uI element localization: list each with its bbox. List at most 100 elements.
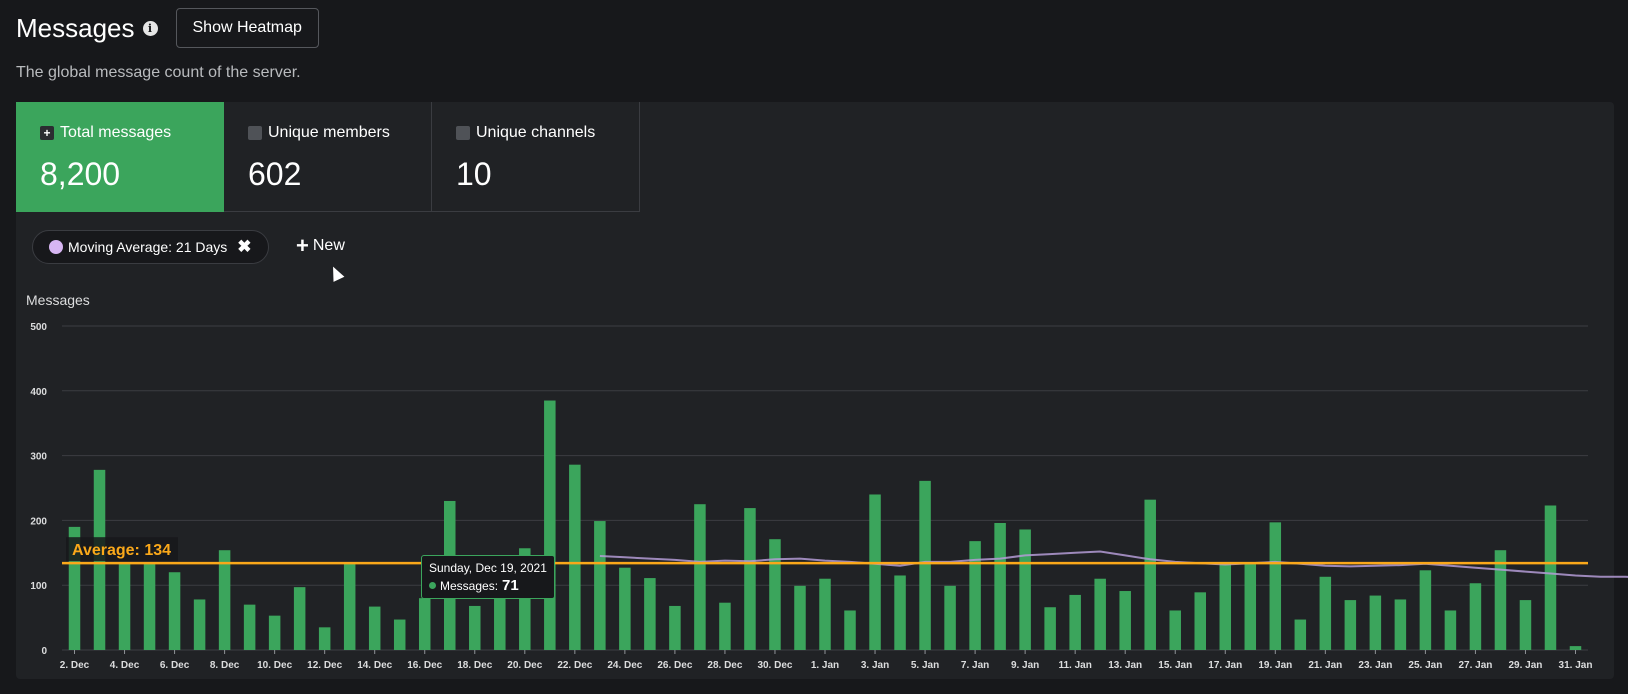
chart-bar: [118, 562, 131, 650]
x-tick-label: 22. Dec: [557, 660, 592, 671]
chart-bar: [469, 605, 481, 650]
chart-bar: [719, 602, 731, 650]
chart-bar: [1044, 607, 1056, 650]
card-unique-members[interactable]: Unique members 602: [224, 102, 432, 212]
chart-bar: [268, 615, 281, 650]
chart-bar: [1169, 610, 1181, 650]
tooltip-date: Sunday, Dec 19, 2021: [429, 561, 547, 575]
chart-bar: [594, 521, 606, 650]
chart-bar: [1444, 610, 1457, 650]
chart-bar: [293, 587, 306, 650]
chart-bar: [1394, 599, 1407, 650]
y-tick-label: 400: [30, 387, 47, 398]
chart-bar: [1319, 576, 1332, 650]
x-tick-label: 1. Jan: [811, 660, 839, 671]
chart-bar: [844, 610, 856, 650]
tooltip-series: Messages:: [440, 578, 499, 593]
card-value: 10: [456, 156, 492, 192]
close-icon[interactable]: ✖: [237, 237, 252, 256]
new-label: New: [312, 237, 345, 254]
show-heatmap-button[interactable]: Show Heatmap: [175, 8, 319, 48]
card-label: Unique members: [268, 124, 390, 141]
y-axis-title: Messages: [26, 292, 90, 308]
y-tick-label: 300: [30, 452, 47, 463]
chart-bar: [994, 522, 1006, 650]
filter-label: Moving Average: 21 Days: [68, 239, 228, 255]
chart-bar: [1269, 522, 1282, 650]
x-tick-label: 2. Dec: [60, 660, 90, 671]
checkbox-icon[interactable]: +: [40, 126, 54, 140]
tooltip-value: 71: [502, 577, 519, 594]
chart-bar: [644, 578, 656, 650]
x-tick-label: 15. Jan: [1158, 660, 1192, 671]
x-tick-label: 3. Jan: [861, 660, 889, 671]
x-tick-label: 10. Dec: [257, 660, 292, 671]
chart-bar: [944, 585, 956, 650]
x-tick-label: 5. Jan: [911, 660, 939, 671]
x-tick-label: 16. Dec: [407, 660, 442, 671]
x-tick-label: 28. Dec: [707, 660, 742, 671]
chart-bar: [1494, 550, 1507, 650]
x-tick-label: 31. Jan: [1559, 660, 1593, 671]
x-tick-label: 17. Jan: [1208, 660, 1242, 671]
card-unique-channels[interactable]: Unique channels 10: [432, 102, 640, 212]
chart-bar: [1019, 529, 1031, 650]
chart-bar: [1419, 570, 1432, 650]
chart-bar: [1569, 646, 1582, 650]
page-subtitle: The global message count of the server.: [16, 64, 301, 81]
card-value: 602: [248, 156, 302, 192]
chart-bar: [168, 572, 181, 650]
chart-bar: [1069, 594, 1081, 650]
chart-bar: [544, 400, 556, 650]
chart-bar: [318, 627, 331, 650]
card-total-messages[interactable]: + Total messages 8,200: [16, 102, 224, 212]
x-tick-label: 25. Jan: [1408, 660, 1442, 671]
x-tick-label: 26. Dec: [657, 660, 692, 671]
tooltip-series-dot: [429, 582, 436, 589]
card-value: 8,200: [40, 156, 121, 192]
chart-bar: [393, 619, 406, 650]
chart-bar: [1544, 505, 1557, 650]
x-tick-label: 29. Jan: [1508, 660, 1542, 671]
chart-bar: [1244, 563, 1257, 650]
chart-bar: [744, 508, 756, 650]
chart-bar: [694, 504, 706, 650]
chart-bar: [1094, 578, 1106, 650]
info-icon[interactable]: i: [142, 20, 158, 36]
chart-bar: [869, 494, 881, 650]
chart-tooltip: Sunday, Dec 19, 2021 Messages: 71: [421, 555, 555, 599]
chart-bar: [218, 550, 231, 650]
plus-icon: +: [296, 233, 309, 258]
x-tick-label: 12. Dec: [307, 660, 342, 671]
page-header: Messages i Show Heatmap: [16, 8, 319, 48]
chart-bar: [368, 606, 381, 650]
chart-bar: [519, 548, 531, 650]
chart-bar: [794, 585, 806, 650]
chart-bar: [769, 539, 781, 650]
chart-bar: [418, 598, 431, 650]
x-tick-label: 11. Jan: [1058, 660, 1091, 671]
chart-bar: [1369, 595, 1382, 650]
checkbox-icon[interactable]: [248, 126, 262, 140]
x-tick-label: 8. Dec: [210, 660, 240, 671]
chart-bar: [919, 480, 931, 650]
x-tick-label: 20. Dec: [507, 660, 542, 671]
new-filter-button[interactable]: + New: [296, 230, 345, 262]
chart-bar: [1194, 592, 1206, 650]
x-tick-label: 23. Jan: [1358, 660, 1392, 671]
average-label: Average: 134: [72, 542, 171, 559]
page-title: Messages: [16, 12, 135, 43]
x-tick-label: 14. Dec: [357, 660, 392, 671]
chart-bar: [68, 526, 81, 650]
chart-bar: [494, 596, 506, 650]
moving-average-filter[interactable]: Moving Average: 21 Days ✖: [32, 230, 269, 264]
x-tick-label: 9. Jan: [1011, 660, 1039, 671]
chart-bar: [193, 599, 206, 650]
series-color-dot: [49, 240, 63, 254]
x-tick-label: 7. Jan: [961, 660, 989, 671]
chart-bar: [619, 567, 631, 650]
checkbox-icon[interactable]: [456, 126, 470, 140]
chart-bar: [669, 605, 681, 650]
chart-bar: [1144, 499, 1156, 650]
